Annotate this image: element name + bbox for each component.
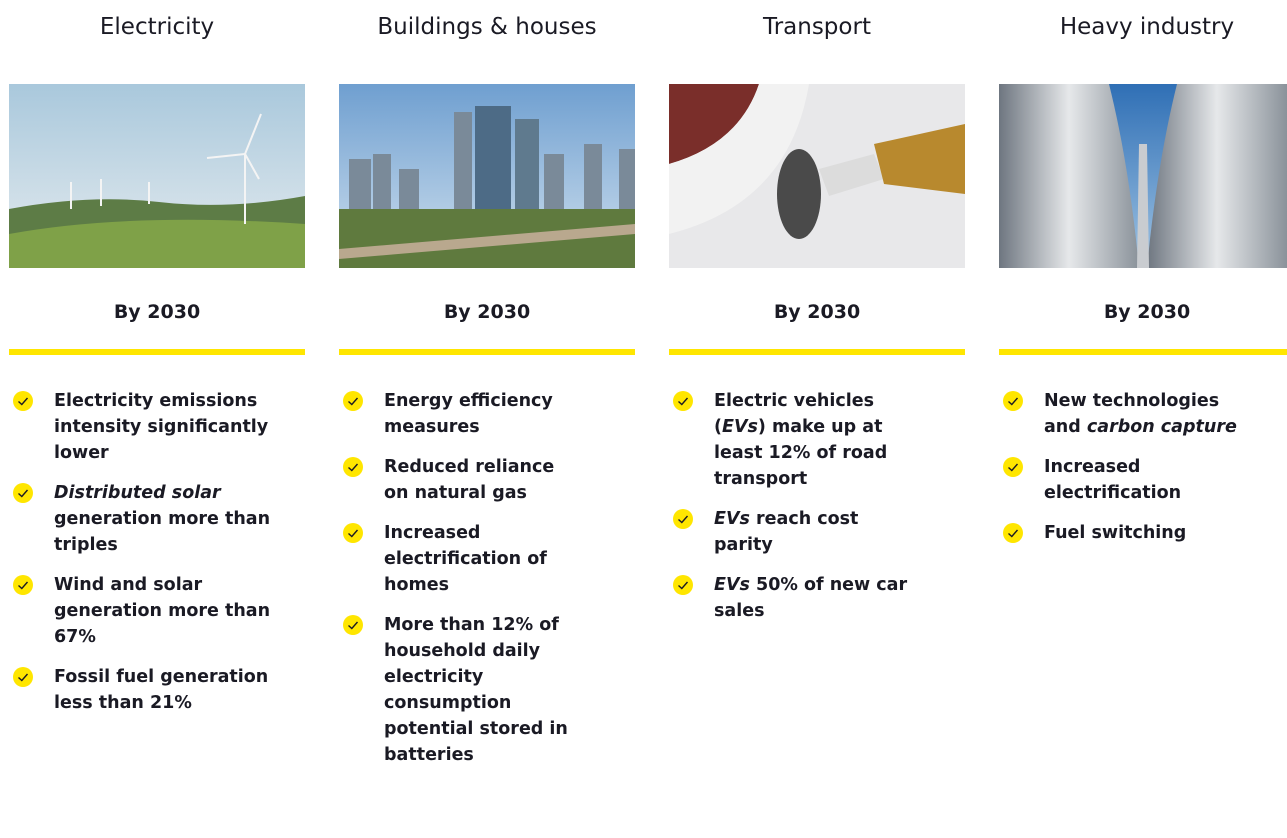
column-subtitle: By 2030 [999, 296, 1287, 328]
list-item: Increased electrification of homes [339, 520, 574, 598]
column-subtitle: By 2030 [339, 296, 635, 328]
list-item: New technologies and carbon capture [999, 388, 1249, 440]
check-icon [342, 390, 364, 412]
column-title: Buildings & houses [339, 10, 635, 44]
divider [669, 349, 965, 355]
check-icon [672, 390, 694, 412]
image-wind-farm [9, 84, 305, 268]
check-icon [12, 482, 34, 504]
list-item: Fossil fuel generation less than 21% [9, 664, 289, 716]
check-circle [343, 523, 363, 543]
check-icon [1002, 390, 1024, 412]
item-text: Energy efficiency measures [384, 391, 553, 437]
check-icon [1002, 456, 1024, 478]
item-list: Electric vehicles (EVs) make up at least… [669, 388, 914, 638]
item-emphasis: EVs [714, 575, 750, 595]
page: Electricity By 2030 Electricity emission… [0, 0, 1287, 838]
check-circle [343, 391, 363, 411]
check-circle [13, 667, 33, 687]
column-subtitle: By 2030 [669, 296, 965, 328]
check-icon [672, 574, 694, 596]
check-icon [1002, 522, 1024, 544]
item-emphasis: EVs [722, 417, 758, 437]
divider [999, 349, 1287, 355]
check-circle [1003, 391, 1023, 411]
check-icon [12, 390, 34, 412]
check-circle [13, 575, 33, 595]
list-item: EVs reach cost parity [669, 506, 914, 558]
item-list: Energy efficiency measures Reduced relian… [339, 388, 574, 782]
divider [9, 349, 305, 355]
image-ev-charging [669, 84, 965, 268]
list-item: Increased electrification [999, 454, 1249, 506]
column-title: Heavy industry [999, 10, 1287, 44]
item-text: More than 12% of household daily electri… [384, 615, 568, 765]
check-circle [1003, 457, 1023, 477]
column-title: Electricity [9, 10, 305, 44]
item-text: Wind and solar generation more than 67% [54, 575, 270, 647]
check-icon [342, 614, 364, 636]
check-circle [343, 615, 363, 635]
image-pipes [999, 84, 1287, 268]
item-text: generation more than triples [54, 509, 270, 555]
check-icon [342, 456, 364, 478]
check-circle [13, 391, 33, 411]
item-emphasis: carbon capture [1087, 417, 1237, 437]
item-list: New technologies and carbon capture Incre… [999, 388, 1249, 560]
list-item: Wind and solar generation more than 67% [9, 572, 289, 650]
column-subtitle: By 2030 [9, 296, 305, 328]
check-icon [12, 574, 34, 596]
list-item: Reduced reliance on natural gas [339, 454, 574, 506]
list-item: Distributed solar generation more than t… [9, 480, 289, 558]
check-circle [1003, 523, 1023, 543]
item-text: Electricity emissions intensity signific… [54, 391, 268, 463]
image-city [339, 84, 635, 268]
divider [339, 349, 635, 355]
check-circle [673, 509, 693, 529]
check-icon [672, 508, 694, 530]
item-emphasis: Distributed solar [54, 483, 221, 503]
list-item: Fuel switching [999, 520, 1249, 546]
item-text: Increased electrification [1044, 457, 1181, 503]
check-circle [13, 483, 33, 503]
check-circle [673, 391, 693, 411]
item-text: Fossil fuel generation less than 21% [54, 667, 268, 713]
list-item: Energy efficiency measures [339, 388, 574, 440]
check-icon [12, 666, 34, 688]
check-circle [673, 575, 693, 595]
list-item: Electricity emissions intensity signific… [9, 388, 289, 466]
item-text: Increased electrification of homes [384, 523, 547, 595]
list-item: EVs 50% of new car sales [669, 572, 914, 624]
item-emphasis: EVs [714, 509, 750, 529]
column-title: Transport [669, 10, 965, 44]
check-icon [342, 522, 364, 544]
list-item: Electric vehicles (EVs) make up at least… [669, 388, 914, 492]
item-text: Reduced reliance on natural gas [384, 457, 554, 503]
check-circle [343, 457, 363, 477]
list-item: More than 12% of household daily electri… [339, 612, 574, 768]
item-text: Fuel switching [1044, 523, 1186, 543]
item-list: Electricity emissions intensity signific… [9, 388, 289, 730]
